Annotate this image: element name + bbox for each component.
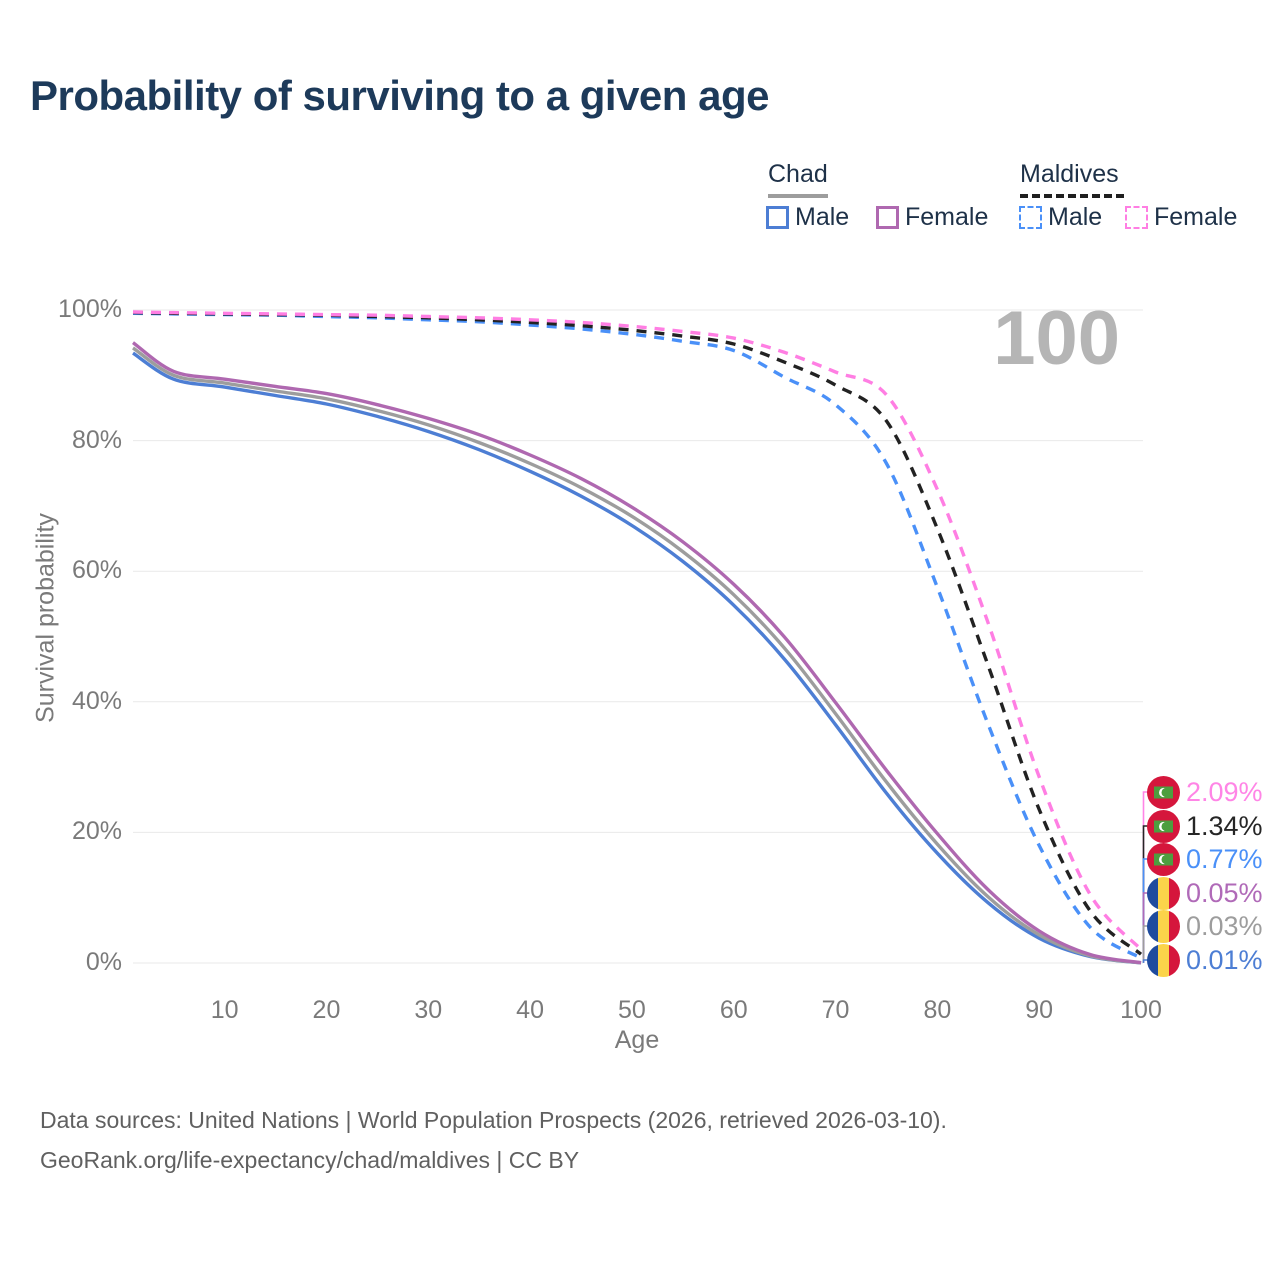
- x-tick-label: 20: [312, 996, 341, 1024]
- end-value-label: 0.77%: [1186, 843, 1263, 874]
- legend-label: Female: [905, 203, 989, 231]
- x-tick-label: 60: [719, 996, 748, 1024]
- end-value-label: 1.34%: [1186, 810, 1263, 841]
- legend-label: Male: [1048, 203, 1103, 231]
- x-tick-label: 50: [618, 996, 646, 1024]
- end-label-chad-female: 0.05%: [1147, 876, 1263, 910]
- end-label-chad-male: 0.01%: [1147, 943, 1263, 977]
- curve-chad-both-sexes: [132, 346, 1142, 965]
- maldives-flag-icon: [1147, 775, 1180, 809]
- legend-label: Male: [795, 203, 850, 231]
- end-label-maldives-both: 1.34%: [1147, 809, 1263, 843]
- y-tick-label: 80%: [71, 425, 122, 454]
- legend-label: Female: [1154, 203, 1238, 231]
- end-value-label: 2.09%: [1186, 776, 1263, 807]
- y-tick-label: 40%: [71, 686, 122, 715]
- legend-item-maldives-male[interactable]: Male: [1019, 203, 1102, 232]
- x-tick-label: 70: [821, 996, 850, 1024]
- source-line: Data sources: United Nations | World Pop…: [40, 1107, 947, 1133]
- maldives-flag-icon: [1147, 809, 1180, 843]
- end-label-chad-both: 0.03%: [1147, 909, 1263, 943]
- legend-group-chad: Chad: [768, 160, 828, 188]
- legend-item-chad-female[interactable]: Female: [876, 203, 988, 232]
- chad-flag-icon: [1147, 943, 1180, 977]
- curve-maldives-both-sexes: [132, 310, 1143, 956]
- maldives-line-style-swatch: [1020, 194, 1124, 198]
- chad-line-style-swatch: [768, 194, 828, 198]
- legend-group-maldives: Maldives: [1020, 160, 1119, 188]
- end-value-label: 0.01%: [1186, 944, 1263, 975]
- end-value-label: 0.03%: [1186, 910, 1263, 941]
- survival-curves: [131, 310, 1143, 965]
- y-tick-label: 100%: [58, 295, 122, 323]
- maldives-flag-icon: [1147, 842, 1180, 876]
- maldives-female-swatch-icon: [1125, 206, 1148, 229]
- page-title: Probability of surviving to a given age: [30, 72, 769, 119]
- y-tick-label: 0%: [85, 948, 122, 976]
- y-axis-title: Survival probability: [31, 513, 60, 723]
- chad-flag-icon: [1147, 876, 1180, 910]
- curve-maldives-female: [132, 310, 1143, 951]
- x-tick-label: 80: [923, 996, 952, 1024]
- y-tick-label: 60%: [71, 556, 122, 585]
- curve-chad-male: [132, 351, 1142, 965]
- end-label-maldives-female: 2.09%: [1147, 775, 1263, 809]
- legend-item-maldives-female[interactable]: Female: [1125, 203, 1237, 232]
- x-tick-label: 100: [1120, 996, 1162, 1024]
- end-label-maldives-male: 0.77%: [1147, 842, 1263, 876]
- curve-maldives-male: [132, 311, 1142, 960]
- x-tick-label: 10: [210, 996, 239, 1024]
- gridlines: [133, 309, 1143, 964]
- y-tick-label: 20%: [71, 817, 122, 846]
- x-tick-label: 40: [516, 996, 544, 1024]
- chad-male-swatch-icon: [766, 206, 789, 229]
- curve-chad-female: [131, 341, 1142, 965]
- x-axis-title: Age: [614, 1026, 660, 1054]
- legend-item-chad-male[interactable]: Male: [766, 203, 849, 232]
- license-line: GeoRank.org/life-expectancy/chad/maldive…: [40, 1147, 580, 1173]
- chad-female-swatch-icon: [876, 206, 899, 229]
- chad-flag-icon: [1147, 909, 1180, 943]
- x-tick-label: 30: [414, 996, 443, 1024]
- x-tick-label: 90: [1025, 996, 1054, 1024]
- data-source-note: Data sources: United Nations | World Pop…: [40, 1100, 947, 1180]
- end-value-label: 0.05%: [1186, 877, 1263, 908]
- maldives-male-swatch-icon: [1019, 206, 1042, 229]
